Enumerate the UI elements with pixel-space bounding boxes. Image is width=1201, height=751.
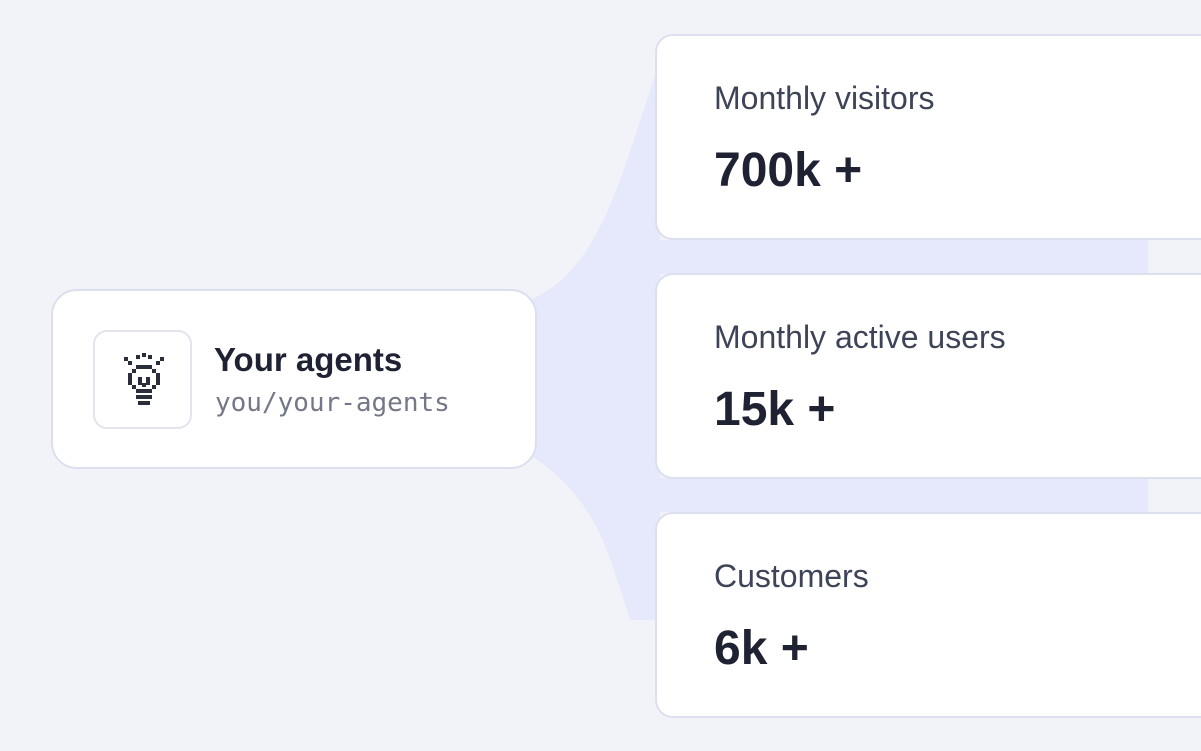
stat-value: 15k +: [714, 383, 836, 436]
stat-label: Monthly active users: [714, 319, 1006, 355]
agent-handle: you/your-agents: [215, 388, 450, 418]
agent-title: Your agents: [214, 341, 403, 378]
agent-card[interactable]: Your agents you/your-agents: [51, 289, 537, 469]
stat-value: 6k +: [714, 622, 809, 675]
stat-label: Customers: [714, 558, 869, 594]
lightbulb-icon: [124, 353, 164, 405]
stat-card-monthly-active-users: Monthly active users 15k +: [655, 273, 1201, 479]
stat-card-monthly-visitors: Monthly visitors 700k +: [655, 34, 1201, 240]
stat-value: 700k +: [714, 144, 863, 197]
agent-avatar: [93, 330, 192, 429]
stat-card-customers: Customers 6k +: [655, 512, 1201, 718]
stat-label: Monthly visitors: [714, 80, 935, 116]
